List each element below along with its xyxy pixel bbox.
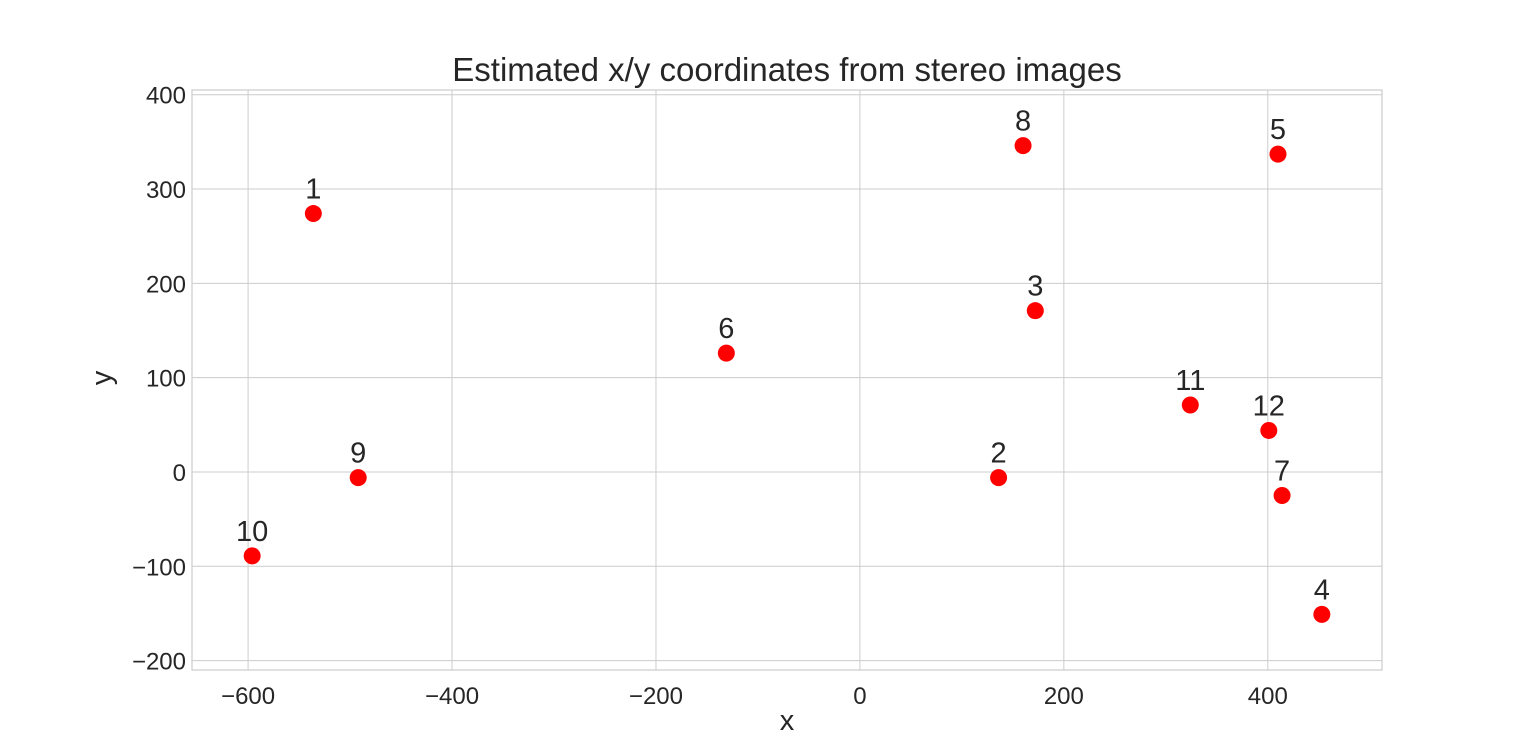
point-label-3: 3 xyxy=(1027,271,1043,303)
y-tick-label: −200 xyxy=(132,649,186,676)
point-label-10: 10 xyxy=(236,516,268,548)
plot-frame xyxy=(191,89,1383,671)
y-tick-label: 100 xyxy=(146,366,186,393)
x-tick-label: −600 xyxy=(221,683,275,710)
x-tick-label: −400 xyxy=(425,683,479,710)
data-point-3 xyxy=(1026,302,1044,320)
data-point-8 xyxy=(1014,137,1032,155)
x-tick-label: −200 xyxy=(629,683,683,710)
y-tick-label: 400 xyxy=(146,83,186,110)
y-tick-label: 0 xyxy=(173,460,186,487)
point-label-7: 7 xyxy=(1274,456,1290,488)
y-tick-label: 300 xyxy=(146,177,186,204)
x-tick-label: 200 xyxy=(1044,683,1084,710)
data-point-11 xyxy=(1181,396,1199,414)
point-label-4: 4 xyxy=(1314,574,1330,606)
point-label-12: 12 xyxy=(1253,390,1285,422)
y-tick-label: −100 xyxy=(132,554,186,581)
point-label-8: 8 xyxy=(1015,106,1031,138)
chart-title: Estimated x/y coordinates from stereo im… xyxy=(452,51,1121,88)
data-point-9 xyxy=(349,469,367,487)
x-axis-ticks: −600 −400 −200 0 200 400 xyxy=(221,683,1288,710)
y-tick-label: 200 xyxy=(146,271,186,298)
data-point-5 xyxy=(1269,145,1287,163)
x-tick-label: 0 xyxy=(853,683,866,710)
point-label-11: 11 xyxy=(1175,365,1205,397)
data-point-4 xyxy=(1313,605,1331,623)
point-label-9: 9 xyxy=(350,438,366,470)
x-tick-label: 400 xyxy=(1248,683,1288,710)
data-point-12 xyxy=(1260,421,1278,439)
data-point-2 xyxy=(990,469,1008,487)
data-point-10 xyxy=(243,547,261,565)
x-axis-label: x xyxy=(780,705,795,737)
data-point-7 xyxy=(1273,487,1291,505)
point-label-6: 6 xyxy=(718,313,734,345)
point-label-5: 5 xyxy=(1270,114,1286,146)
data-point-6 xyxy=(717,344,735,362)
point-label-1: 1 xyxy=(305,174,321,206)
y-axis-label: y xyxy=(86,370,118,385)
data-point-1 xyxy=(304,205,322,223)
grid xyxy=(192,90,1382,670)
y-axis-ticks: −200 −100 0 100 200 300 400 xyxy=(132,83,186,676)
point-label-2: 2 xyxy=(991,438,1007,470)
